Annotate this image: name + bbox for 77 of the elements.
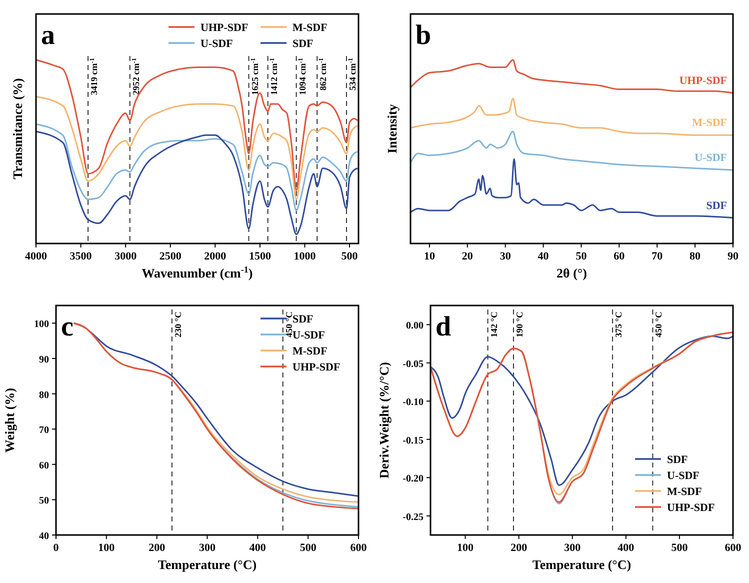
x-tick-label: 400 bbox=[249, 542, 266, 554]
x-tick-label: 2000 bbox=[204, 250, 227, 262]
x-tick-label: 1000 bbox=[294, 250, 316, 262]
ref-line-label: 450 °C bbox=[654, 312, 664, 338]
legend-label: M-SDF bbox=[292, 346, 328, 358]
x-tick-label: 3500 bbox=[70, 250, 92, 262]
y-tick-label: 70 bbox=[39, 425, 49, 436]
y-tick-label: 40 bbox=[39, 531, 49, 542]
x-axis-title: Wavenumber (cm$^{-1}$) bbox=[142, 264, 253, 280]
legend-label: UHP-SDF bbox=[200, 22, 248, 34]
x-tick-label: 2500 bbox=[159, 250, 182, 262]
x-tick-label: 80 bbox=[690, 250, 702, 262]
y-tick-label: -0.05 bbox=[402, 358, 424, 370]
y-tick-label: 80 bbox=[39, 390, 49, 401]
x-tick-label: 50 bbox=[576, 250, 588, 262]
x-axis-title: Temperature (°C) bbox=[158, 557, 257, 572]
y-tick-label: 90 bbox=[39, 354, 49, 366]
series-label: UHP-SDF bbox=[679, 74, 728, 87]
series-label: SDF bbox=[706, 200, 728, 212]
x-tick-label: 600 bbox=[724, 542, 742, 554]
x-tick-label: 1500 bbox=[248, 250, 272, 262]
y-tick-label: 0.00 bbox=[406, 320, 424, 332]
ref-line-label: 190 °C bbox=[514, 312, 524, 338]
x-tick-label: 4000 bbox=[25, 250, 48, 262]
legend-label: U-SDF bbox=[292, 330, 326, 342]
y-tick-label: 60 bbox=[39, 460, 49, 472]
y-axis-title: Transmitance (%) bbox=[10, 78, 25, 180]
series-label: U-SDF bbox=[694, 152, 728, 164]
legend-label: UHP-SDF bbox=[667, 502, 715, 514]
x-axis-title: 2θ (°) bbox=[556, 266, 587, 280]
x-tick-label: 400 bbox=[618, 542, 635, 554]
legend-label: SDF bbox=[292, 38, 314, 50]
x-tick-label: 10 bbox=[424, 250, 436, 262]
y-tick-label: -0.25 bbox=[402, 512, 424, 523]
x-tick-label: 20 bbox=[462, 250, 474, 262]
y-axis-title: Weight (%) bbox=[2, 388, 17, 453]
annotation: d bbox=[436, 312, 452, 342]
y-axis-title: Deriv.Weight (%/°C) bbox=[376, 362, 392, 478]
y-tick-label: 100 bbox=[34, 319, 49, 330]
x-tick-label: 300 bbox=[564, 542, 582, 554]
y-tick-label: -0.10 bbox=[402, 397, 424, 408]
x-tick-label: 0 bbox=[53, 542, 60, 554]
x-tick-label: 500 bbox=[671, 542, 688, 554]
x-tick-label: 60 bbox=[614, 250, 626, 262]
annotation: c bbox=[61, 312, 74, 342]
x-tick-label: 3000 bbox=[114, 250, 138, 262]
x-tick-label: 40 bbox=[538, 250, 550, 262]
x-tick-label: 30 bbox=[500, 250, 512, 262]
legend-label: U-SDF bbox=[667, 470, 700, 482]
y-axis-title: Intensity bbox=[384, 104, 400, 154]
x-tick-label: 100 bbox=[457, 542, 474, 554]
legend-label: UHP-SDF bbox=[292, 362, 340, 374]
x-tick-label: 200 bbox=[148, 542, 166, 554]
y-tick-label: -0.15 bbox=[402, 435, 424, 446]
x-tick-label: 600 bbox=[350, 542, 368, 554]
x-tick-label: 70 bbox=[652, 250, 664, 262]
x-tick-label: 300 bbox=[199, 542, 216, 554]
ref-line-label: 230 °C bbox=[172, 312, 183, 338]
x-tick-label: 500 bbox=[341, 250, 358, 262]
x-tick-label: 200 bbox=[510, 542, 528, 554]
legend-label: M-SDF bbox=[667, 486, 702, 498]
x-axis-title: Temperature (°C) bbox=[532, 557, 632, 572]
y-tick-label: 50 bbox=[39, 496, 49, 507]
legend-label: SDF bbox=[292, 314, 314, 326]
ref-line-label: 450 °C bbox=[284, 312, 294, 338]
x-tick-label: 100 bbox=[98, 542, 116, 554]
y-tick-label: -0.20 bbox=[402, 474, 424, 485]
legend-label: M-SDF bbox=[292, 22, 328, 34]
ref-line-label: 375 °C bbox=[614, 312, 624, 338]
legend-label: SDF bbox=[667, 454, 688, 466]
legend-label: U-SDF bbox=[200, 38, 234, 50]
ref-line-label: 142 °C bbox=[488, 312, 499, 338]
x-tick-label: 500 bbox=[300, 542, 317, 554]
x-tick-label: 90 bbox=[728, 250, 739, 262]
text: a bbox=[41, 20, 55, 51]
series-label: M-SDF bbox=[692, 117, 728, 130]
text: b bbox=[416, 20, 432, 51]
